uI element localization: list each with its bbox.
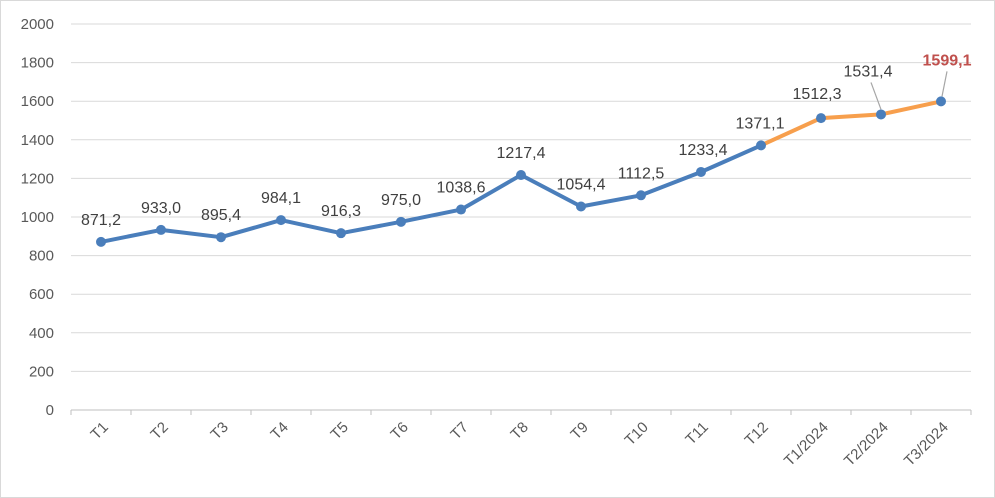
y-tick-label: 1400 [21,132,54,149]
x-axis-ticks: T1 T2 T3 T4 T5 T6 T7 T8 T9 T10 T11 T12 T1/2024 T2/202… [70,410,972,470]
data-label: 1371,1 [736,115,785,132]
data-labels: 871,2 933,0 895,4 984,1 916,3 975,0 1038,6 1217… [81,52,972,228]
data-point [396,216,406,227]
leader-lines [870,71,948,110]
data-point [696,166,706,177]
leader-line [870,82,882,110]
x-tick-label: T11 [682,419,712,449]
data-label: 1599,1 [923,52,972,69]
data-label: 933,0 [141,200,181,217]
data-markers [96,96,946,247]
y-tick-label: 1600 [21,93,54,110]
data-point [816,113,826,124]
y-tick-label: 1800 [21,55,54,72]
x-tick-label: T1/2024 [781,419,832,470]
y-tick-label: 200 [29,363,54,380]
y-tick-label: 1000 [21,209,54,226]
data-label: 1531,4 [844,63,893,80]
y-tick-label: 800 [29,248,54,265]
data-label: 1054,4 [557,177,606,194]
gridlines [71,23,971,411]
data-point [756,140,766,151]
x-tick-label: T1 [87,419,111,443]
x-tick-label: T2 [147,419,171,443]
x-tick-label: T5 [327,419,351,443]
y-tick-label: 0 [46,402,54,419]
data-point [456,204,466,215]
data-point [876,109,886,120]
data-label: 1512,3 [793,86,842,103]
data-label: 1038,6 [437,180,486,197]
x-tick-label: T4 [267,419,291,443]
y-tick-label: 600 [29,286,54,303]
data-point [156,224,166,235]
x-tick-label: T3/2024 [901,419,952,470]
data-label: 975,0 [381,192,421,209]
series-lines [99,99,943,244]
y-tick-label: 2000 [21,16,54,33]
y-axis-ticks: 0 200 400 600 800 1000 1200 1400 1600 1800 2000 [21,16,54,419]
series-line [99,143,763,244]
data-point [516,170,526,181]
data-point [96,236,106,247]
data-label: 1217,4 [497,145,546,162]
x-tick-label: T6 [387,419,411,443]
x-tick-label: T3 [207,419,231,443]
data-point [936,96,946,107]
data-point [216,232,226,243]
data-point [576,201,586,212]
x-tick-label: T2/2024 [841,419,892,470]
x-tick-label: T10 [622,419,652,449]
series-line-highlight [759,99,943,148]
data-label: 984,1 [261,190,301,207]
data-point [636,190,646,201]
data-label: 916,3 [321,203,361,220]
data-point [276,215,286,226]
x-tick-label: T9 [567,419,591,443]
data-label: 895,4 [201,207,241,224]
data-label: 871,2 [81,212,121,229]
y-tick-label: 400 [29,325,54,342]
x-tick-label: T7 [447,419,471,443]
leader-line [941,71,948,97]
data-point [336,228,346,239]
data-label: 1112,5 [618,165,665,182]
data-label: 1233,4 [679,142,728,159]
x-tick-label: T12 [742,419,772,449]
x-tick-label: T8 [507,419,531,443]
y-tick-label: 1200 [21,170,54,187]
